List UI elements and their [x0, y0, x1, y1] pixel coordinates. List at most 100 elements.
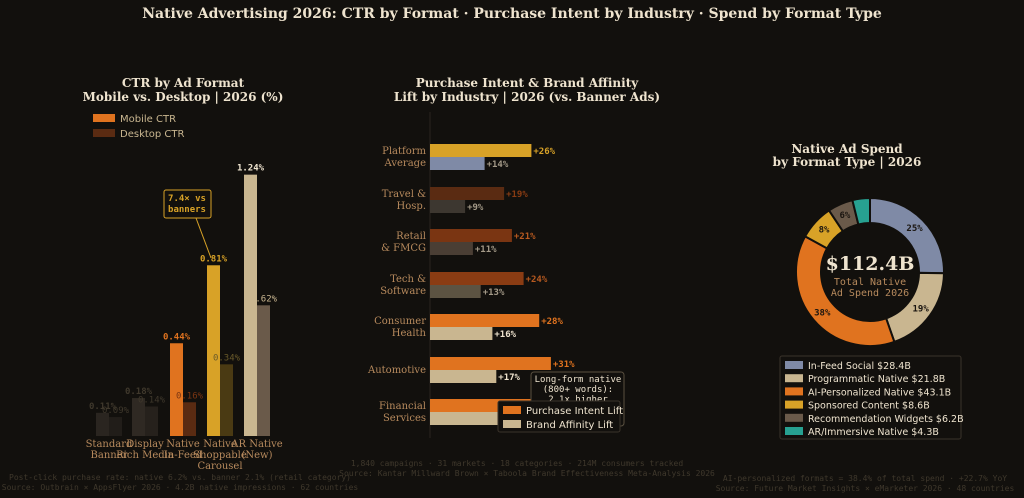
ctr-value-label: 0.14% [138, 395, 166, 405]
intent-bar-affinity-3 [430, 285, 481, 298]
spend-legend-label: In-Feed Social $28.4B [808, 361, 911, 372]
intent-y-tick-label: Hosp. [397, 201, 426, 212]
footer-right-1: AI-personalized formats = 38.4% of total… [723, 474, 1007, 483]
intent-value-label: +16% [494, 330, 516, 340]
spend-legend: In-Feed Social $28.4B Programmatic Native… [779, 355, 964, 440]
ctr-bar-desktop-0 [109, 417, 122, 436]
intent-bar-purchase-4 [430, 314, 540, 327]
ctr-bar-desktop-1 [145, 406, 158, 436]
intent-legend-swatch [503, 420, 521, 428]
ctr-annotation-arrow [195, 217, 212, 259]
intent-value-label: +26% [533, 147, 555, 157]
ctr-bars: 0.11% 0.18% 0.44% 0.81% 1.24% 0.09% 0.14% 0.16%… [89, 164, 278, 436]
intent-legend-swatch [503, 406, 521, 414]
footer-right-2: Source: Future Market Insights × eMarket… [716, 484, 1015, 493]
spend-legend-swatch [785, 400, 803, 409]
ctr-x-tick-label: Display [126, 439, 164, 450]
intent-bar-affinity-6 [430, 412, 505, 425]
intent-value-label: +13% [483, 288, 505, 298]
ctr-bar-desktop-2 [183, 402, 196, 436]
intent-value-label: +31% [553, 360, 575, 370]
ctr-value-label: 0.11% [89, 402, 117, 412]
ctr-x-tick-label: Standard [86, 439, 133, 450]
donut-center-label-1: Total Native [834, 277, 906, 288]
intent-y-tick-label: Health [392, 328, 427, 339]
intent-value-label: +14% [487, 160, 509, 170]
spend-donut: 25% 19% 38% 8% 6% [795, 196, 946, 347]
intent-y-tick-label: Consumer [374, 316, 426, 327]
ctr-value-label: 0.09% [102, 406, 130, 416]
ctr-bar-mobile-2 [170, 343, 183, 436]
intent-chart-title: Purchase Intent & Brand Affinity [416, 76, 639, 90]
intent-y-tick-label: Platform [382, 146, 426, 157]
spend-legend-swatch [785, 387, 803, 396]
footer-mid-1: 1,840 campaigns · 31 markets · 18 catego… [351, 459, 684, 468]
intent-value-label: +24% [526, 275, 548, 285]
intent-y-tick-label: Services [383, 413, 426, 424]
donut-slice-5 [851, 196, 871, 226]
spend-legend-label: Programmatic Native $21.8B [808, 374, 945, 385]
donut-pct-label: 19% [913, 305, 930, 315]
spend-legend-label: Recommendation Widgets $6.2B [808, 414, 964, 425]
intent-bar-affinity-0 [430, 157, 485, 170]
intent-value-label: +19% [506, 190, 528, 200]
spend-legend-box [779, 355, 962, 440]
footer-left-1: Post-click purchase rate: native 6.2% vs… [9, 473, 351, 482]
intent-bar-purchase-5 [430, 357, 551, 370]
ctr-x-tick-label: In-Feed [164, 450, 203, 461]
ctr-value-label: 1.24% [237, 164, 265, 174]
intent-value-label: +28% [541, 317, 563, 327]
main-title: Native Advertising 2026: CTR by Format ·… [142, 6, 882, 22]
ctr-x-tick-label: Native [166, 439, 200, 450]
spend-legend-swatch [785, 413, 803, 422]
ctr-value-label: 0.44% [163, 332, 191, 342]
intent-bar-purchase-3 [430, 272, 524, 285]
spend-legend-swatch [785, 374, 803, 383]
intent-bar-purchase-2 [430, 229, 512, 242]
ctr-bar-mobile-3 [207, 265, 220, 436]
intent-y-tick-label: Average [384, 158, 427, 169]
spend-chart-panel: Native Ad Spend by Format Type | 2026 25… [773, 142, 964, 440]
donut-pct-label: 25% [906, 224, 923, 234]
ctr-chart-title: CTR by Ad Format [122, 76, 245, 90]
ctr-legend: Mobile CTR Desktop CTR [93, 114, 185, 140]
intent-y-tick-label: Travel & [382, 189, 426, 200]
donut-center-value: $112.4B [826, 253, 915, 275]
spend-legend-label: Sponsored Content $8.6B [808, 401, 930, 412]
footer-left-2: Source: Outbrain × AppsFlyer 2026 · 4.2B… [2, 483, 359, 492]
intent-value-label: +11% [475, 245, 497, 255]
intent-annotation-text: (800+ words): [543, 385, 613, 395]
intent-bars: +26% +19% +21% +24% +28% +31% +14% +9% +11% +13% +… [430, 144, 575, 425]
ctr-bar-mobile-1 [132, 398, 145, 436]
intent-value-label: +21% [514, 232, 536, 242]
donut-pct-label: 6% [839, 211, 850, 221]
intent-chart-subtitle: Lift by Industry | 2026 (vs. Banner Ads) [394, 90, 660, 104]
ctr-x-tick-label: Shoppable [193, 450, 247, 461]
ctr-x-tick-label: (New) [241, 450, 272, 461]
ctr-annotation-text: 7.4× vs [168, 194, 206, 204]
spend-chart-subtitle: by Format Type | 2026 [773, 155, 922, 169]
intent-bar-affinity-4 [430, 327, 493, 340]
intent-annotation-text: Long-form native [535, 375, 622, 385]
intent-legend-label: Brand Affinity Lift [526, 420, 613, 431]
ctr-bar-mobile-4 [244, 174, 257, 436]
ctr-bar-desktop-3 [220, 364, 233, 436]
footers: Post-click purchase rate: native 6.2% vs… [2, 459, 1015, 493]
ctr-annotation-box [163, 189, 212, 219]
ctr-legend-swatch [93, 114, 115, 122]
intent-y-tick-label: Software [380, 286, 426, 297]
ctr-annotation-text: banners [168, 205, 206, 215]
ctr-chart-panel: CTR by Ad Format Mobile vs. Desktop | 20… [83, 76, 284, 472]
intent-bar-purchase-1 [430, 187, 505, 200]
ctr-legend-swatch [93, 129, 115, 137]
ctr-x-tick-label: Carousel [197, 461, 242, 472]
intent-legend: Purchase Intent Lift Brand Affinity Lift [497, 400, 623, 433]
footer-mid-2: Source: Kantar Millward Brown × Taboola … [339, 469, 715, 478]
ctr-value-label: 0.62% [250, 294, 278, 304]
intent-legend-label: Purchase Intent Lift [526, 406, 623, 417]
intent-value-label: +17% [498, 373, 520, 383]
